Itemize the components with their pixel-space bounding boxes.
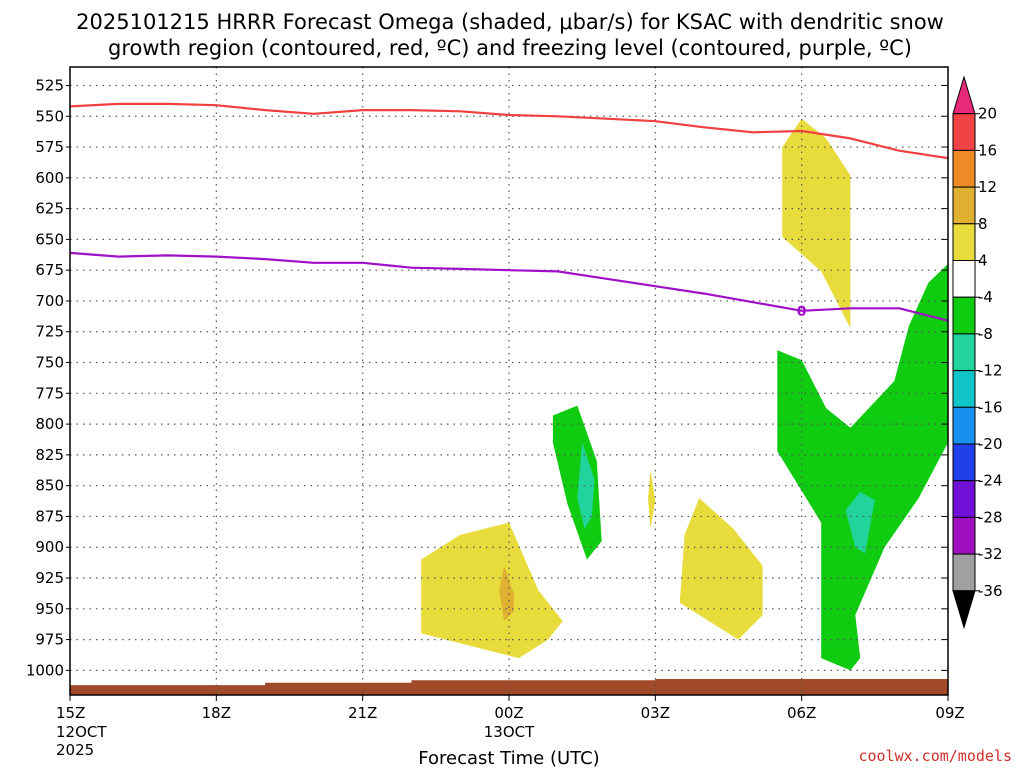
- colorbar-swatch-2: [952, 149, 976, 188]
- colorbar-swatch-5: [952, 260, 976, 298]
- y-axis-ticks: 525 550 575 600 625 650 675 700 725 750 775 800 825 8…: [26, 76, 948, 679]
- colorbar-label-3: 8: [978, 215, 988, 233]
- colorbar-swatch-13: [952, 553, 976, 592]
- omega-region-6: [421, 522, 563, 659]
- credit-text: coolwx.com/models: [858, 747, 1012, 765]
- y-tick-label-900: 900: [35, 538, 64, 556]
- y-tick-label-700: 700: [35, 292, 64, 310]
- y-tick-label-925: 925: [35, 569, 64, 587]
- x-tick-label-9: 00Z: [494, 704, 523, 722]
- y-tick-label-775: 775: [35, 384, 64, 402]
- omega-region-3: [552, 405, 602, 560]
- colorbar-label-10: -24: [978, 472, 1003, 490]
- colorbar-swatch-1: [952, 113, 976, 151]
- x-tick-label-3: 18Z: [202, 704, 231, 722]
- terrain-fill: [70, 679, 948, 695]
- colorbar-swatch-4: [952, 223, 976, 262]
- x-tick-sublabel-9: 13OCT: [484, 723, 535, 741]
- x-tick-label-18: 09Z: [935, 704, 964, 722]
- colorbar-swatch-8: [952, 370, 976, 408]
- omega-region-2: [845, 491, 875, 554]
- terrain-layer: [70, 679, 948, 695]
- y-tick-label-675: 675: [35, 261, 64, 279]
- omega-region-5: [679, 498, 763, 640]
- y-tick-label-1000: 1000: [26, 661, 64, 679]
- colorbar-top-arrow: [952, 75, 976, 115]
- y-tick-label-525: 525: [35, 76, 64, 94]
- colorbar-label-5: -4: [978, 288, 993, 306]
- colorbar-label-8: -16: [978, 398, 1003, 416]
- omega-region-0: [782, 118, 851, 329]
- chart-title-line1: 2025101215 HRRR Forecast Omega (shaded, …: [76, 10, 944, 34]
- colorbar: 20 16 12 8 4 -4 -8 -12 -16 -20 -24 -28 -32 -36: [952, 75, 1003, 630]
- y-tick-label-850: 850: [35, 477, 64, 495]
- colorbar-label-6: -8: [978, 325, 993, 343]
- x-tick-year-0: 2025: [56, 741, 94, 759]
- colorbar-bottom-arrow: [952, 590, 976, 630]
- colorbar-label-1: 16: [978, 141, 997, 159]
- colorbar-label-9: -20: [978, 435, 1003, 453]
- colorbar-label-11: -28: [978, 508, 1003, 526]
- freezing-level-label: 0: [797, 304, 807, 320]
- colorbar-swatch-10: [952, 443, 976, 482]
- colorbar-label-2: 12: [978, 178, 997, 196]
- colorbar-swatch-3: [952, 186, 976, 225]
- omega-region-8: [648, 469, 656, 529]
- y-tick-label-575: 575: [35, 138, 64, 156]
- omega-region-4: [577, 442, 595, 529]
- series-line-purple: [69, 251, 949, 322]
- x-tick-label-6: 21Z: [348, 704, 377, 722]
- colorbar-swatch-12: [952, 516, 976, 555]
- colorbar-label-4: 4: [978, 252, 988, 270]
- y-tick-label-750: 750: [35, 354, 64, 372]
- y-tick-label-825: 825: [35, 446, 64, 464]
- contour-lines: 0: [69, 102, 949, 322]
- omega-region-7: [499, 565, 514, 622]
- x-tick-label-12: 03Z: [641, 704, 670, 722]
- y-tick-label-625: 625: [35, 200, 64, 218]
- y-tick-label-725: 725: [35, 323, 64, 341]
- y-tick-label-650: 650: [35, 230, 64, 248]
- colorbar-label-0: 20: [978, 105, 997, 123]
- x-tick-sublabel-0: 12OCT: [56, 723, 107, 741]
- colorbar-label-12: -32: [978, 545, 1003, 563]
- omega-shaded-regions: [421, 118, 948, 671]
- colorbar-swatch-11: [952, 480, 976, 518]
- colorbar-label-13: -36: [978, 582, 1003, 600]
- colorbar-label-7: -12: [978, 362, 1003, 380]
- y-tick-label-800: 800: [35, 415, 64, 433]
- colorbar-swatch-9: [952, 406, 976, 445]
- y-tick-label-950: 950: [35, 600, 64, 618]
- series-line-red: [69, 102, 949, 160]
- x-tick-label-0: 15Z: [56, 704, 85, 722]
- x-tick-label-15: 06Z: [787, 704, 816, 722]
- grid-lines: [70, 67, 948, 695]
- omega-region-1: [777, 264, 948, 671]
- y-tick-label-600: 600: [35, 169, 64, 187]
- y-tick-label-975: 975: [35, 631, 64, 649]
- colorbar-swatch-7: [952, 333, 976, 372]
- x-axis-label: Forecast Time (UTC): [418, 748, 599, 768]
- chart-title-line2: growth region (contoured, red, ºC) and f…: [108, 36, 912, 60]
- colorbar-swatch-6: [952, 296, 976, 335]
- y-tick-label-875: 875: [35, 507, 64, 525]
- y-tick-label-550: 550: [35, 107, 64, 125]
- plot-area: 0: [69, 66, 949, 696]
